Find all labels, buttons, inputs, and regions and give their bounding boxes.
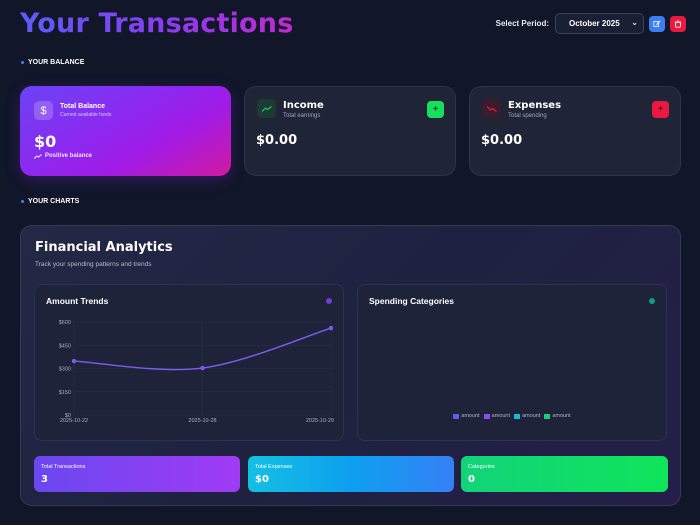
chart-legend: amount amount amount amount <box>358 413 666 419</box>
stat-total-expenses: Total Expenses $0 <box>248 456 454 492</box>
chevron-down-icon: ⌄ <box>631 18 638 27</box>
income-card: Income Total earnings $0.00 + <box>244 86 456 176</box>
add-expense-button[interactable]: + <box>652 101 669 118</box>
svg-text:$300: $300 <box>59 367 71 373</box>
analytics-title: Financial Analytics <box>35 240 173 255</box>
legend-swatch <box>544 413 551 419</box>
edit-icon <box>653 19 661 27</box>
legend-label: amount <box>552 413 571 419</box>
svg-text:$0: $0 <box>65 413 71 419</box>
period-value: October 2025 <box>569 19 620 28</box>
analytics-subtitle: Track your spending patterns and trends <box>35 261 152 268</box>
income-subtitle: Total earnings <box>283 113 321 119</box>
legend-swatch <box>483 413 490 419</box>
svg-text:$150: $150 <box>59 390 71 396</box>
chart-title: Amount Trends <box>46 296 109 306</box>
income-title: Income <box>283 100 324 111</box>
stat-value: 0 <box>468 474 475 485</box>
balance-trend: Positive balance <box>34 153 92 159</box>
legend-item[interactable]: amount <box>453 413 480 419</box>
period-select[interactable]: October 2025 ⌄ <box>555 13 644 34</box>
stat-label: Total Transactions <box>41 464 86 470</box>
status-dot <box>326 298 332 304</box>
svg-text:$600: $600 <box>59 320 71 326</box>
financial-analytics-panel: Financial Analytics Track your spending … <box>20 225 681 506</box>
legend-item[interactable]: amount <box>483 413 510 419</box>
legend-swatch <box>514 413 520 419</box>
total-balance-card: $ Total Balance Current available funds … <box>20 86 231 176</box>
balance-value: $0 <box>34 132 57 151</box>
line-chart: $0 $150 $300 $450 $600 2025-10-22 2025-10-28 20… <box>59 320 334 424</box>
add-income-button[interactable]: + <box>427 101 444 118</box>
stat-label: Categories <box>468 464 495 470</box>
page-title: Your Transactions <box>20 8 294 39</box>
legend-label: amount <box>461 413 480 419</box>
period-controls: Select Period: October 2025 ⌄ <box>496 13 686 34</box>
section-label-text: YOUR BALANCE <box>28 59 85 66</box>
income-value: $0.00 <box>256 133 298 148</box>
bullet-dot <box>21 200 24 203</box>
trending-down-icon <box>482 99 501 118</box>
trending-up-icon <box>257 99 276 118</box>
legend-label: amount <box>491 413 510 419</box>
status-dot <box>649 298 655 304</box>
trash-icon <box>674 19 682 28</box>
balance-title: Total Balance <box>60 103 105 110</box>
stat-value: 3 <box>41 474 48 485</box>
spending-categories-chart: Spending Categories amount amount amount… <box>357 284 667 441</box>
legend-label: amount <box>522 413 541 419</box>
svg-text:2025-10-22: 2025-10-22 <box>60 418 88 424</box>
amount-trends-chart: Amount Trends $0 $150 $300 $450 $600 2025-10-… <box>34 284 344 441</box>
expenses-value: $0.00 <box>481 133 523 148</box>
legend-swatch <box>453 413 460 419</box>
svg-text:2025-10-28: 2025-10-28 <box>188 418 216 424</box>
trend-text: Positive balance <box>45 153 93 159</box>
svg-text:2025-10-29: 2025-10-29 <box>306 418 334 424</box>
delete-button[interactable] <box>670 15 686 32</box>
svg-text:$450: $450 <box>59 343 71 349</box>
section-label-balance: YOUR BALANCE <box>21 59 84 66</box>
stat-label: Total Expenses <box>255 464 293 470</box>
edit-button[interactable] <box>649 15 665 32</box>
stat-categories: Categories 0 <box>461 456 668 492</box>
expenses-subtitle: Total spending <box>508 113 547 119</box>
dollar-icon: $ <box>34 101 53 120</box>
trending-up-icon <box>34 153 42 159</box>
legend-item[interactable]: amount <box>544 413 571 419</box>
balance-subtitle: Current available funds <box>60 112 112 118</box>
stat-total-transactions: Total Transactions 3 <box>34 456 240 492</box>
period-label: Select Period: <box>495 19 549 28</box>
chart-title: Spending Categories <box>369 296 455 306</box>
stat-value: $0 <box>255 474 269 485</box>
section-label-text: YOUR CHARTS <box>28 198 80 205</box>
legend-item[interactable]: amount <box>514 413 540 419</box>
expenses-title: Expenses <box>508 100 562 111</box>
bullet-dot <box>21 61 24 64</box>
expenses-card: Expenses Total spending $0.00 + <box>469 86 681 176</box>
section-label-charts: YOUR CHARTS <box>21 198 79 205</box>
